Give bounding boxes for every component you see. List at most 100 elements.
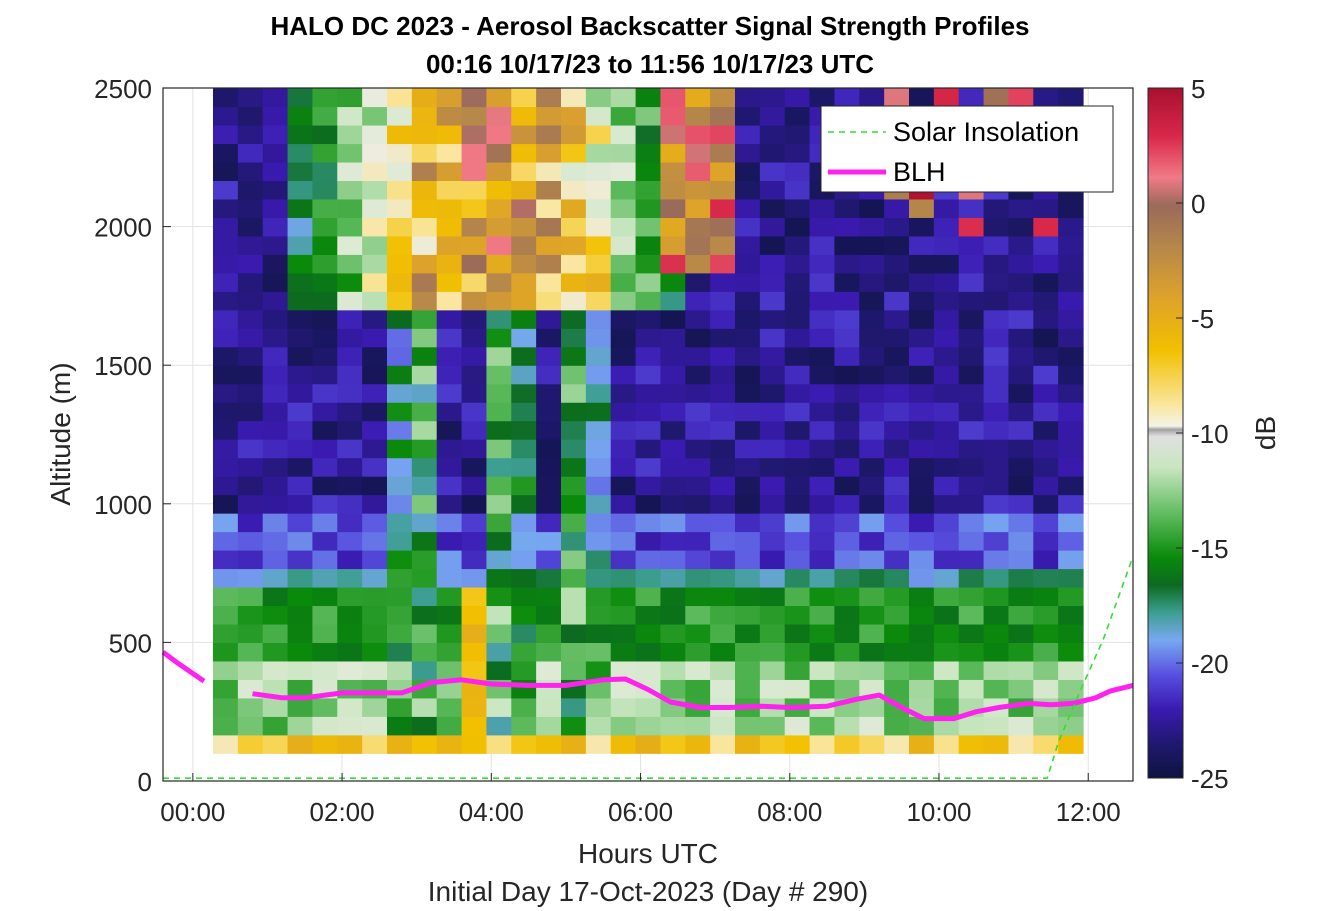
heatmap-cell [859, 716, 885, 736]
heatmap-cell [561, 217, 587, 237]
heatmap-cell [958, 217, 985, 237]
heatmap-cell [212, 660, 239, 680]
heatmap-cell [536, 124, 562, 145]
heatmap-cell [387, 143, 413, 163]
heatmap-cell [486, 88, 512, 108]
heatmap-cell [710, 328, 736, 348]
heatmap-cell [511, 623, 537, 643]
heatmap-cell [585, 272, 612, 292]
heatmap-cell [486, 180, 512, 200]
heatmap-cell [312, 513, 338, 533]
heatmap-cell [436, 660, 463, 680]
heatmap-cell [486, 494, 512, 514]
heatmap-cell [237, 309, 264, 329]
heatmap-cell [387, 476, 413, 496]
heatmap-cell [262, 198, 289, 218]
heatmap-cell [784, 254, 811, 274]
heatmap-cell [1058, 402, 1084, 422]
heatmap-cell [312, 476, 338, 496]
heatmap-cell [212, 716, 239, 736]
heatmap-cell [1008, 734, 1034, 754]
heatmap-cell [212, 272, 239, 292]
heatmap-cell [287, 568, 314, 588]
heatmap-cell [809, 457, 836, 477]
heatmap-cell [610, 568, 637, 588]
heatmap-cell [511, 586, 537, 607]
colorbar-tick-label: 5 [1191, 74, 1205, 104]
heatmap-cell [635, 346, 662, 366]
heatmap-cell [287, 697, 314, 717]
heatmap-cell [237, 402, 264, 422]
heatmap-cell [312, 605, 338, 625]
heatmap-cell [411, 494, 438, 514]
heatmap-cell [536, 88, 562, 108]
heatmap-cell [212, 88, 239, 108]
heatmap-cell [461, 161, 488, 181]
heatmap-cell [337, 254, 363, 274]
heatmap-cell [784, 716, 811, 736]
heatmap-cell [784, 328, 811, 348]
heatmap-cell [1058, 586, 1084, 607]
heatmap-cell [859, 328, 885, 348]
heatmap-cell [909, 198, 935, 218]
heatmap-cell [884, 660, 910, 680]
heatmap-cell [511, 716, 537, 736]
heatmap-cell [212, 235, 239, 255]
heatmap-cell [561, 513, 587, 533]
heatmap-cell [610, 143, 637, 163]
heatmap-cell [809, 476, 836, 496]
heatmap-cell [710, 180, 736, 200]
heatmap-cell [735, 402, 761, 422]
heatmap-cell [461, 88, 488, 108]
heatmap-cell [983, 198, 1010, 218]
heatmap-cell [1058, 198, 1084, 218]
heatmap-cell [486, 476, 512, 496]
heatmap-cell [411, 383, 438, 403]
heatmap-cell [461, 291, 488, 311]
heatmap-cell [536, 568, 562, 588]
heatmap-cell [262, 161, 289, 181]
heatmap-cell [635, 309, 662, 329]
heatmap-cell [1058, 309, 1084, 329]
heatmap-cell [958, 642, 985, 662]
heatmap-cell [1008, 586, 1034, 607]
heatmap-cell [436, 623, 463, 643]
heatmap-cell [635, 550, 662, 570]
heatmap-cell [983, 328, 1010, 348]
heatmap-cell [1008, 88, 1034, 108]
heatmap-cell [411, 88, 438, 108]
heatmap-cell [561, 106, 587, 126]
heatmap-cell [884, 328, 910, 348]
heatmap-cell [735, 291, 761, 311]
heatmap-cell [1008, 513, 1034, 533]
heatmap-cell [387, 531, 413, 551]
heatmap-cell [262, 439, 289, 459]
heatmap-cell [735, 531, 761, 551]
heatmap-cell [909, 254, 935, 274]
heatmap-cell [735, 605, 761, 625]
heatmap-cell [610, 254, 637, 274]
heatmap-cell [212, 124, 239, 145]
heatmap-cell [809, 217, 836, 237]
heatmap-cell [387, 217, 413, 237]
heatmap-cell [436, 235, 463, 255]
heatmap-cell [461, 531, 488, 551]
heatmap-cell [909, 679, 935, 699]
x-tick-label: 04:00 [459, 797, 524, 827]
heatmap-cell [735, 642, 761, 662]
heatmap-cell [909, 291, 935, 311]
heatmap-cell [784, 272, 811, 292]
heatmap-cell [1033, 346, 1059, 366]
y-tick-label: 1000 [94, 490, 152, 520]
heatmap-cell [660, 457, 686, 477]
heatmap-cell [1033, 513, 1059, 533]
heatmap-cell [759, 586, 786, 607]
heatmap-cell [337, 161, 363, 181]
heatmap-cell [511, 439, 537, 459]
heatmap-cell [710, 457, 736, 477]
heatmap-cell [411, 402, 438, 422]
heatmap-cell [1033, 623, 1059, 643]
heatmap-cell [312, 383, 338, 403]
heatmap-cell [436, 272, 463, 292]
heatmap-cell [1033, 457, 1059, 477]
